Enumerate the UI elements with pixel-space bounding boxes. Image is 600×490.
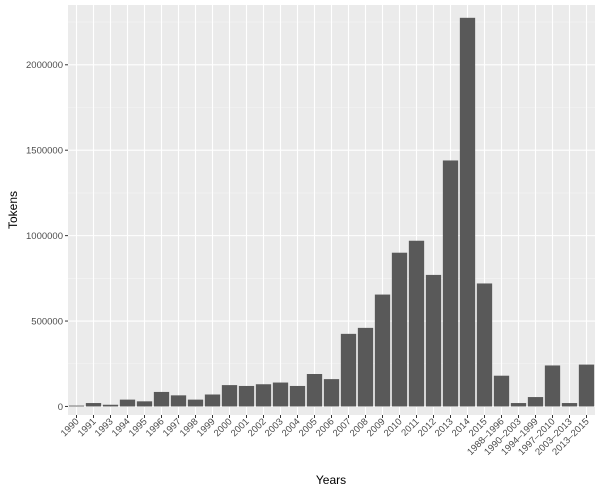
bar-2000 xyxy=(221,385,238,407)
y-tick-label: 500000 xyxy=(31,316,63,327)
bar-2009 xyxy=(374,294,391,407)
y-axis-title: Tokens xyxy=(6,191,20,229)
bar-2003 xyxy=(272,382,289,407)
bar-1997–2010 xyxy=(544,365,561,407)
bar-2001 xyxy=(238,385,255,407)
bar-2013–2015 xyxy=(578,364,595,407)
bar-1993 xyxy=(102,404,119,407)
bar-2011 xyxy=(408,240,425,407)
bar-1991 xyxy=(85,403,102,407)
x-tick-label: 2011 xyxy=(399,416,421,438)
y-tick-label: 2000000 xyxy=(26,60,63,71)
bar-1999 xyxy=(204,394,221,407)
bar-2008 xyxy=(357,327,374,407)
bar-2014 xyxy=(459,17,476,407)
bar-2002 xyxy=(255,384,272,407)
bar-2006 xyxy=(323,379,340,407)
x-axis-title: Years xyxy=(316,473,346,487)
bar-2015 xyxy=(476,283,493,407)
bar-2010 xyxy=(391,252,408,407)
bar-1998 xyxy=(187,399,204,407)
bar-2005 xyxy=(306,374,323,407)
bar-1990 xyxy=(68,405,85,407)
bar-1988–1996 xyxy=(493,375,510,407)
y-axis-ticks: 0 500000 1000000 1500000 2000000 xyxy=(26,60,68,413)
bar-1995 xyxy=(136,401,153,407)
bar-1996 xyxy=(153,391,170,407)
bars xyxy=(68,17,595,407)
y-tick-label: 0 xyxy=(58,402,63,413)
bar-1997 xyxy=(170,395,187,407)
bar-2003–2013 xyxy=(561,403,578,407)
y-tick-label: 1500000 xyxy=(26,146,63,157)
bar-1990–2003 xyxy=(510,403,527,407)
bar-2013 xyxy=(442,160,459,407)
bar-2007 xyxy=(340,333,357,407)
x-axis-ticks: 1990199119931994199519961997199819992000… xyxy=(59,415,592,458)
bar-1994–1999 xyxy=(527,397,544,407)
bar-2004 xyxy=(289,385,306,407)
bar-1994 xyxy=(119,399,136,407)
bar-2012 xyxy=(425,274,442,407)
y-tick-label: 1000000 xyxy=(26,231,63,242)
